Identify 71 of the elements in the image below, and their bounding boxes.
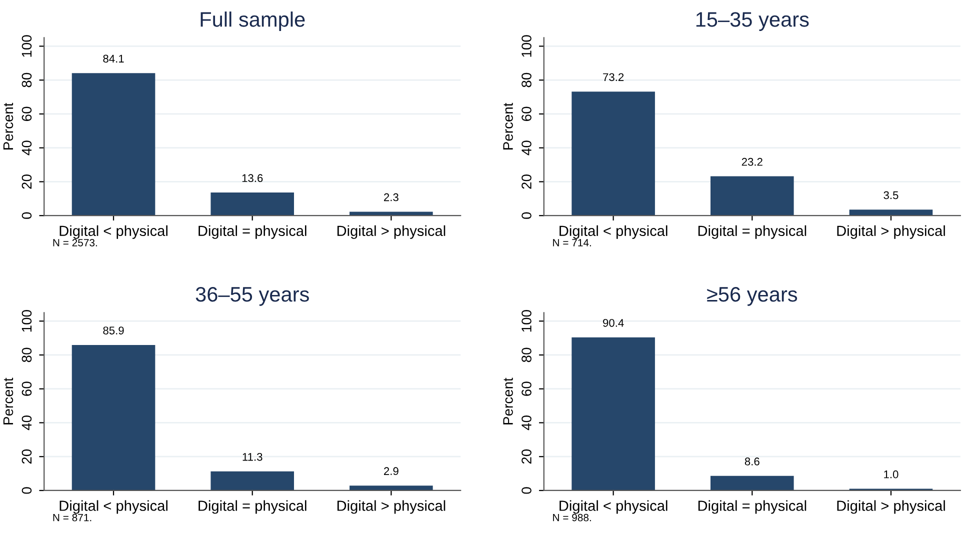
y-tick-label: 20: [22, 449, 32, 464]
y-tick-label: 100: [522, 35, 532, 57]
y-tick-label: 20: [522, 174, 532, 189]
data-label: 84.1: [103, 54, 124, 63]
chart-title: 36–55 years: [196, 286, 309, 306]
y-tick-label: 20: [22, 174, 32, 189]
x-tick-label: Digital > physical: [837, 225, 945, 239]
y-tick-label: 80: [522, 348, 532, 362]
y-tick-label: 40: [522, 416, 532, 430]
bar: [350, 486, 433, 490]
data-label: 73.2: [603, 73, 624, 82]
bar: [710, 476, 794, 490]
text: N = 2573.: [53, 239, 97, 246]
data-label: 2.3: [384, 193, 398, 202]
bar: [72, 344, 156, 490]
data-label: 8.6: [744, 458, 760, 466]
y-tick-label: 60: [22, 382, 32, 396]
x-tick-label: Digital < physical: [560, 500, 668, 514]
y-tick-label: 40: [22, 416, 32, 430]
y-tick-label: 60: [522, 106, 532, 121]
y-tick-label: 100: [22, 35, 32, 57]
x-tick-label: Digital = physical: [198, 225, 306, 239]
y-axis-title: Percent: [3, 102, 14, 150]
y-tick-label: 0: [522, 487, 532, 494]
bar: [72, 73, 156, 216]
data-label: 85.9: [103, 326, 124, 334]
y-axis-title: Percent: [503, 102, 513, 150]
y-tick-label: 80: [22, 72, 32, 88]
x-tick-label: Digital = physical: [698, 225, 806, 239]
x-tick-label: Digital > physical: [837, 500, 945, 514]
x-tick-label: Digital < physical: [60, 225, 168, 239]
x-tick-label: Digital = physical: [198, 500, 306, 514]
y-tick-label: 40: [22, 140, 32, 156]
x-tick-label: Digital < physical: [60, 500, 168, 514]
chart-title: ≥56 years: [707, 286, 798, 306]
text: N = 714.: [553, 239, 591, 246]
y-tick-label: 60: [22, 106, 32, 121]
y-axis-title: Percent: [503, 378, 513, 424]
data-label: 2.9: [384, 467, 398, 476]
bar: [350, 212, 433, 216]
bar: [572, 337, 655, 490]
bar: [210, 192, 294, 216]
bar: [710, 176, 794, 216]
y-axis-title: Percent: [3, 378, 14, 424]
y-tick-label: 20: [522, 449, 532, 464]
data-label: 13.6: [242, 174, 263, 182]
text: N = 988.: [553, 514, 591, 522]
x-tick-label: Digital > physical: [337, 500, 446, 514]
y-tick-label: 100: [22, 310, 32, 332]
bar: [572, 92, 655, 216]
y-tick-label: 100: [522, 310, 532, 332]
y-tick-label: 0: [522, 212, 532, 219]
y-tick-label: 40: [522, 140, 532, 156]
chart-title: 15–35 years: [696, 12, 809, 31]
text: N = 871.: [53, 514, 92, 522]
data-label: 1.0: [884, 470, 898, 478]
x-tick-label: Digital > physical: [337, 225, 446, 239]
y-tick-label: 80: [522, 72, 532, 88]
x-tick-label: Digital = physical: [698, 500, 806, 514]
bar: [210, 471, 294, 490]
y-tick-label: 60: [522, 382, 532, 396]
y-tick-label: 0: [22, 212, 32, 219]
data-label: 23.2: [742, 158, 762, 166]
y-tick-label: 0: [22, 487, 32, 494]
data-label: 11.3: [242, 452, 262, 461]
chart-title: Full sample: [200, 12, 305, 31]
y-tick-label: 80: [22, 348, 32, 362]
data-label: 3.5: [884, 191, 898, 200]
data-label: 90.4: [603, 318, 624, 327]
x-tick-label: Digital < physical: [560, 225, 668, 239]
bar: [849, 210, 933, 216]
